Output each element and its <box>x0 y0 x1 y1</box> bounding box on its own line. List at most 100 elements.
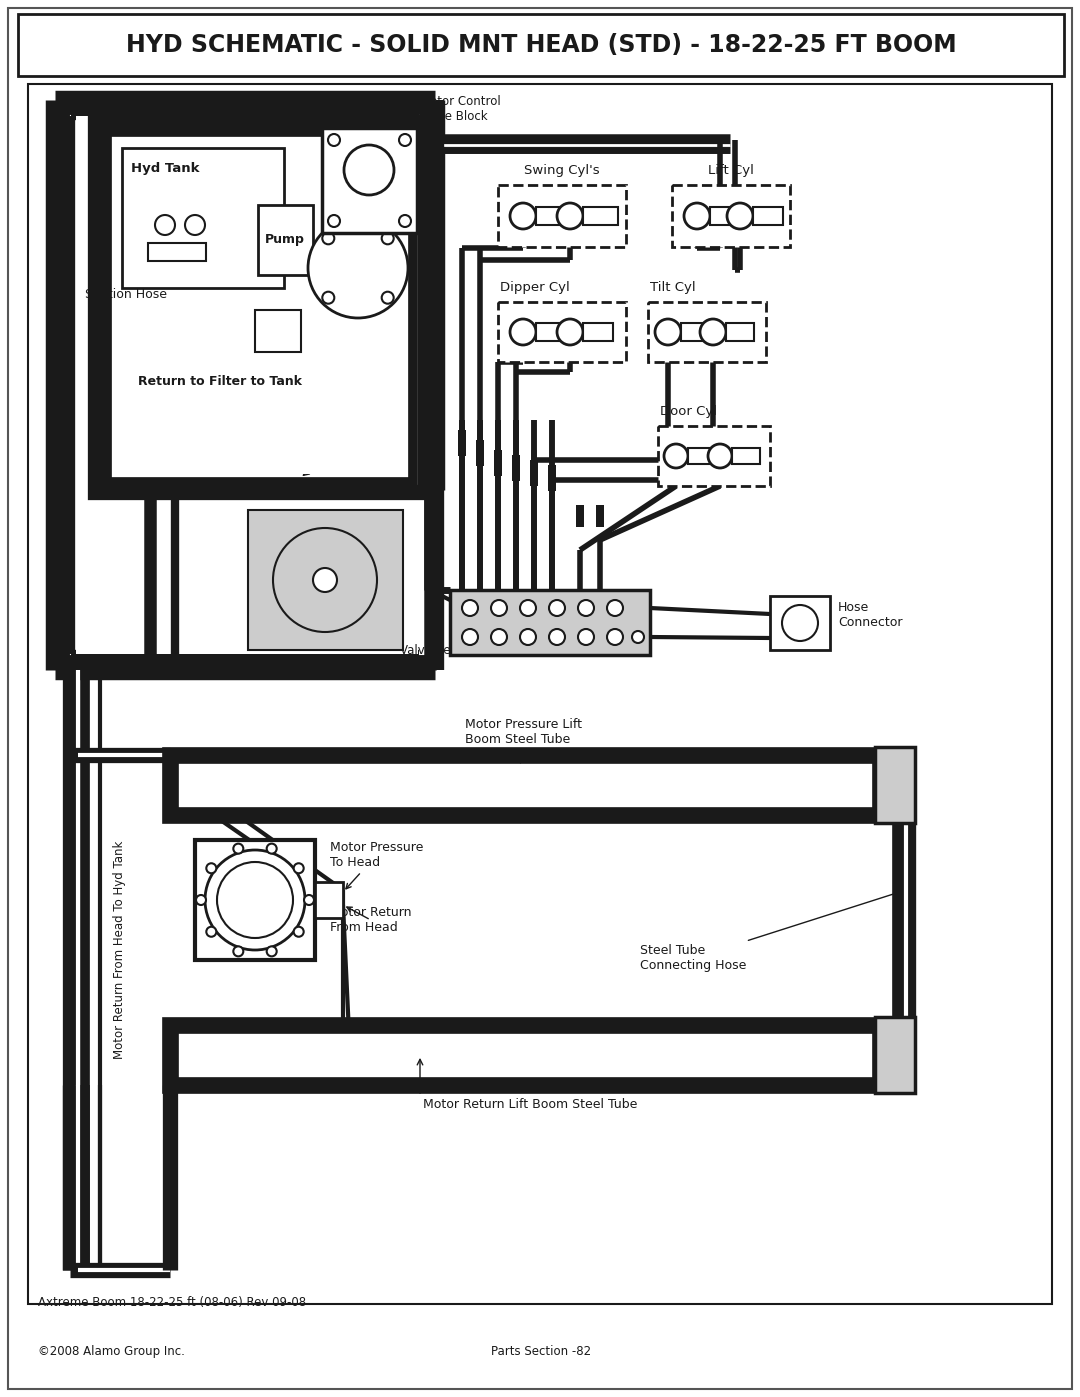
Bar <box>648 302 766 362</box>
Circle shape <box>578 629 594 645</box>
Circle shape <box>462 629 478 645</box>
Bar <box>28 84 1052 1303</box>
Text: Lift Cyl: Lift Cyl <box>708 163 754 177</box>
Bar <box>753 207 783 225</box>
Bar <box>688 448 716 464</box>
Circle shape <box>549 629 565 645</box>
Circle shape <box>549 599 565 616</box>
Text: Motor Pressure
To Head: Motor Pressure To Head <box>330 841 423 888</box>
Bar <box>576 504 584 527</box>
Text: Motor Pressure Hose: Motor Pressure Hose <box>165 432 294 446</box>
Circle shape <box>195 895 206 905</box>
Bar <box>170 1025 880 1085</box>
Bar <box>18 14 1064 75</box>
Bar <box>548 465 556 490</box>
Text: Dipper Cyl: Dipper Cyl <box>500 281 570 293</box>
Text: Pump: Pump <box>265 233 305 246</box>
Circle shape <box>578 599 594 616</box>
Circle shape <box>322 292 335 303</box>
Text: Motor Pressure Lift
Boom Steel Tube: Motor Pressure Lift Boom Steel Tube <box>465 718 582 763</box>
Bar <box>875 747 915 823</box>
Bar <box>726 323 754 341</box>
Text: A: A <box>426 633 435 647</box>
Circle shape <box>294 863 303 873</box>
Circle shape <box>345 145 394 196</box>
Text: Hose
Connector: Hose Connector <box>838 601 903 629</box>
Bar <box>498 184 626 247</box>
Text: Valve Return line: Valve Return line <box>305 95 405 108</box>
Circle shape <box>381 292 394 303</box>
Text: Steel Tube
Connecting Hose: Steel Tube Connecting Hose <box>640 890 902 972</box>
Bar <box>583 323 613 341</box>
Bar <box>95 122 426 492</box>
Text: Swing Cyl's: Swing Cyl's <box>524 163 599 177</box>
Circle shape <box>206 926 216 937</box>
Text: Door Cyl: Door Cyl <box>660 405 717 418</box>
Text: Suction Hose: Suction Hose <box>85 289 167 302</box>
Bar <box>450 590 650 655</box>
Circle shape <box>684 203 710 229</box>
Bar <box>148 243 206 261</box>
Bar <box>476 440 484 467</box>
Circle shape <box>519 599 536 616</box>
Circle shape <box>322 232 335 244</box>
Bar <box>315 882 343 918</box>
Circle shape <box>510 203 536 229</box>
Text: Valve Return Hose: Valve Return Hose <box>400 644 508 657</box>
Circle shape <box>156 215 175 235</box>
Circle shape <box>308 218 408 319</box>
Circle shape <box>664 444 688 468</box>
Circle shape <box>607 599 623 616</box>
Text: Return to Filter to Tank: Return to Filter to Tank <box>138 374 302 388</box>
Text: Motor Return line: Motor Return line <box>175 103 278 116</box>
Circle shape <box>510 319 536 345</box>
Circle shape <box>294 926 303 937</box>
Text: Motor Control
Valve Block: Motor Control Valve Block <box>420 95 501 123</box>
Circle shape <box>557 319 583 345</box>
Circle shape <box>462 599 478 616</box>
Circle shape <box>328 134 340 147</box>
Bar <box>681 323 708 341</box>
Bar <box>122 148 284 288</box>
Text: Parts Section -82: Parts Section -82 <box>491 1345 591 1358</box>
Text: HYD SCHEMATIC - SOLID MNT HEAD (STD) - 18-22-25 FT BOOM: HYD SCHEMATIC - SOLID MNT HEAD (STD) - 1… <box>125 34 956 57</box>
Circle shape <box>267 946 276 957</box>
Bar <box>76 116 418 654</box>
Text: Axtreme Boom 18-22-25 ft (08-06) Rev 09-08: Axtreme Boom 18-22-25 ft (08-06) Rev 09-… <box>38 1296 306 1309</box>
Text: Tilt Cyl: Tilt Cyl <box>650 281 696 293</box>
Circle shape <box>233 844 243 854</box>
Bar <box>530 460 538 486</box>
Bar <box>583 207 618 225</box>
Text: Motor Return
From Head: Motor Return From Head <box>330 907 411 935</box>
Circle shape <box>205 849 305 950</box>
Bar <box>512 455 519 481</box>
Circle shape <box>519 629 536 645</box>
Bar <box>322 129 417 233</box>
Circle shape <box>782 605 818 641</box>
Bar <box>732 448 760 464</box>
Bar <box>770 597 831 650</box>
Text: Oil Cooler & Fan Asy: Oil Cooler & Fan Asy <box>249 659 377 673</box>
Bar <box>710 207 740 225</box>
Bar <box>658 426 770 486</box>
Bar <box>170 754 880 814</box>
Circle shape <box>313 569 337 592</box>
Circle shape <box>708 444 732 468</box>
Bar <box>248 510 403 650</box>
Bar <box>117 140 405 474</box>
Text: Motor Return From Head To Hyd Tank: Motor Return From Head To Hyd Tank <box>113 841 126 1059</box>
Circle shape <box>491 599 507 616</box>
Bar <box>596 504 604 527</box>
Bar <box>255 310 301 352</box>
Circle shape <box>267 844 276 854</box>
Circle shape <box>328 215 340 226</box>
Circle shape <box>700 319 726 345</box>
Text: Hyd Tank: Hyd Tank <box>131 162 199 175</box>
Circle shape <box>217 862 293 937</box>
Circle shape <box>632 631 644 643</box>
Circle shape <box>206 863 216 873</box>
Bar <box>536 323 566 341</box>
Circle shape <box>381 232 394 244</box>
Bar <box>875 1017 915 1092</box>
Bar <box>494 450 502 476</box>
